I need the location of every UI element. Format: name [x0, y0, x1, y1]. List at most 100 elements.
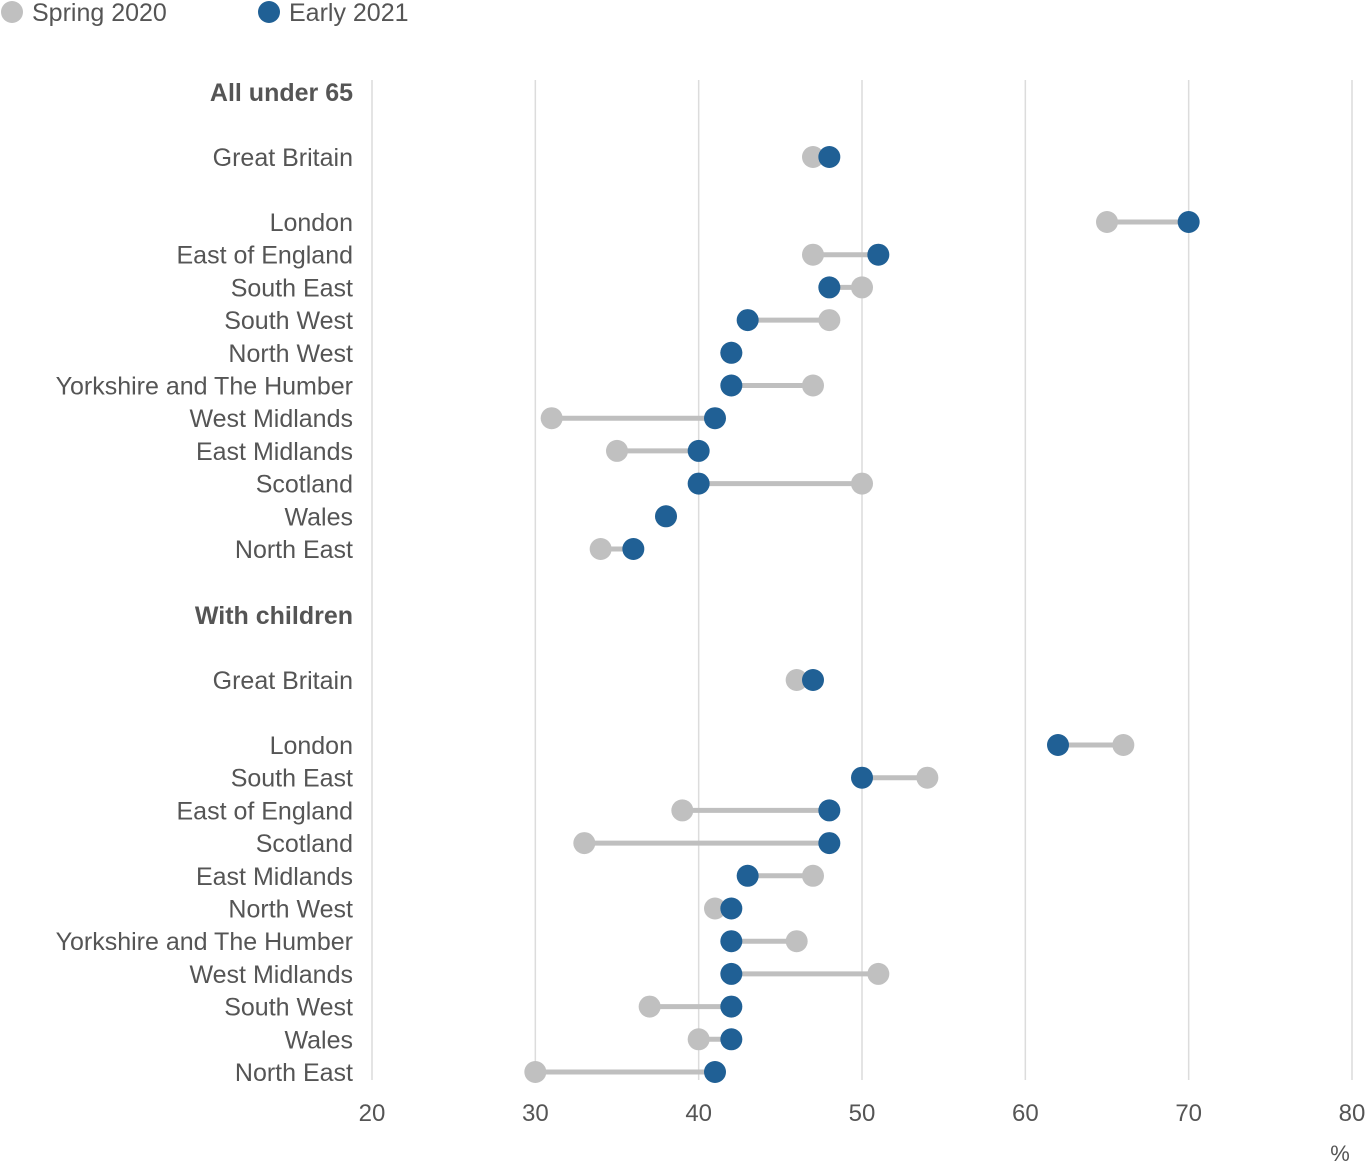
- row-label: South West: [224, 307, 353, 335]
- row-0-11: North East: [235, 536, 645, 564]
- point-spring-2020: [540, 407, 563, 430]
- row-1-3: East of England: [176, 797, 841, 825]
- legend-marker-0: [1, 1, 23, 23]
- row-label: North East: [235, 536, 353, 564]
- point-early-2021: [818, 276, 841, 299]
- row-1-5: East Midlands: [196, 863, 824, 891]
- row-0-4: South West: [224, 307, 841, 335]
- point-early-2021: [802, 669, 824, 691]
- point-spring-2020: [524, 1061, 547, 1083]
- legend-label-0: Spring 2020: [32, 0, 167, 27]
- gridlines: [371, 80, 1353, 1080]
- point-spring-2020: [573, 832, 596, 855]
- point-early-2021: [720, 374, 743, 397]
- row-label: North West: [228, 896, 353, 924]
- row-0-7: West Midlands: [190, 405, 726, 433]
- point-early-2021: [720, 1028, 743, 1051]
- point-spring-2020: [916, 766, 939, 789]
- row-1-10: Wales: [284, 1026, 743, 1054]
- row-1-6: North West: [228, 896, 743, 924]
- x-axis-unit: %: [1330, 1141, 1350, 1162]
- row-1-11: North East: [235, 1059, 726, 1087]
- point-early-2021: [704, 407, 726, 430]
- point-spring-2020: [802, 864, 824, 887]
- row-label: Yorkshire and The Humber: [56, 928, 353, 956]
- legend-marker-1: [258, 1, 280, 23]
- point-early-2021: [655, 505, 677, 528]
- point-early-2021: [704, 1061, 726, 1083]
- point-spring-2020: [851, 276, 873, 299]
- row-1-8: West Midlands: [190, 961, 890, 989]
- point-spring-2020: [785, 669, 808, 691]
- point-spring-2020: [606, 439, 628, 462]
- point-spring-2020: [851, 472, 873, 495]
- point-early-2021: [851, 766, 873, 789]
- point-spring-2020: [671, 799, 694, 822]
- row-label: Great Britain: [213, 144, 353, 172]
- row-1-2: South East: [231, 765, 939, 793]
- row-label: East of England: [176, 797, 353, 825]
- row-1-0: Great Britain: [213, 667, 824, 695]
- point-early-2021: [1177, 211, 1200, 233]
- row-label: North East: [235, 1059, 353, 1087]
- point-spring-2020: [704, 897, 726, 920]
- point-early-2021: [720, 962, 743, 985]
- row-label: South West: [224, 994, 353, 1022]
- point-spring-2020: [1096, 211, 1118, 233]
- point-early-2021: [736, 864, 759, 887]
- x-tick-label-40: 40: [685, 1100, 712, 1127]
- legend: Spring 2020 Early 2021: [1, 0, 409, 27]
- point-spring-2020: [818, 309, 841, 332]
- point-early-2021: [720, 995, 743, 1018]
- row-label: Wales: [284, 1026, 353, 1054]
- row-label: Scotland: [256, 471, 353, 499]
- group-header-0: All under 65: [210, 79, 353, 107]
- row-label: West Midlands: [190, 961, 354, 989]
- point-spring-2020: [687, 1028, 710, 1051]
- point-early-2021: [818, 146, 841, 168]
- point-early-2021: [818, 832, 841, 855]
- row-0-1: London: [270, 209, 1200, 237]
- group-header-1: With children: [195, 602, 353, 630]
- point-early-2021: [736, 309, 759, 332]
- row-1-1: London: [270, 732, 1135, 760]
- row-0-3: South East: [231, 274, 873, 302]
- row-1-9: South West: [224, 994, 743, 1022]
- point-spring-2020: [638, 995, 661, 1018]
- row-0-6: Yorkshire and The Humber: [56, 373, 824, 401]
- row-label: North West: [228, 340, 353, 368]
- row-label: Wales: [284, 503, 353, 531]
- row-label: South East: [231, 765, 353, 793]
- row-label: East Midlands: [196, 863, 353, 891]
- row-label: London: [270, 732, 353, 760]
- point-early-2021: [720, 930, 743, 953]
- point-spring-2020: [867, 962, 890, 985]
- point-spring-2020: [1112, 734, 1135, 756]
- x-tick-label-30: 30: [522, 1100, 549, 1127]
- row-0-9: Scotland: [256, 471, 873, 499]
- x-tick-label-80: 80: [1339, 1100, 1366, 1127]
- point-early-2021: [687, 439, 710, 462]
- point-early-2021: [1047, 734, 1069, 756]
- row-label: South East: [231, 274, 353, 302]
- point-early-2021: [622, 538, 645, 560]
- row-label: West Midlands: [190, 405, 354, 433]
- x-tick-label-60: 60: [1012, 1100, 1039, 1127]
- point-early-2021: [720, 897, 743, 920]
- row-0-2: East of England: [176, 242, 890, 270]
- row-label: London: [270, 209, 353, 237]
- point-early-2021: [720, 341, 743, 364]
- point-spring-2020: [802, 146, 824, 168]
- point-early-2021: [687, 472, 710, 495]
- point-spring-2020: [802, 374, 824, 397]
- row-0-8: East Midlands: [196, 438, 710, 466]
- point-spring-2020: [802, 243, 824, 266]
- point-spring-2020: [785, 930, 808, 953]
- row-label: East Midlands: [196, 438, 353, 466]
- row-1-4: Scotland: [256, 830, 841, 858]
- x-tick-label-70: 70: [1175, 1100, 1202, 1127]
- legend-label-1: Early 2021: [289, 0, 409, 27]
- row-0-0: Great Britain: [213, 144, 841, 172]
